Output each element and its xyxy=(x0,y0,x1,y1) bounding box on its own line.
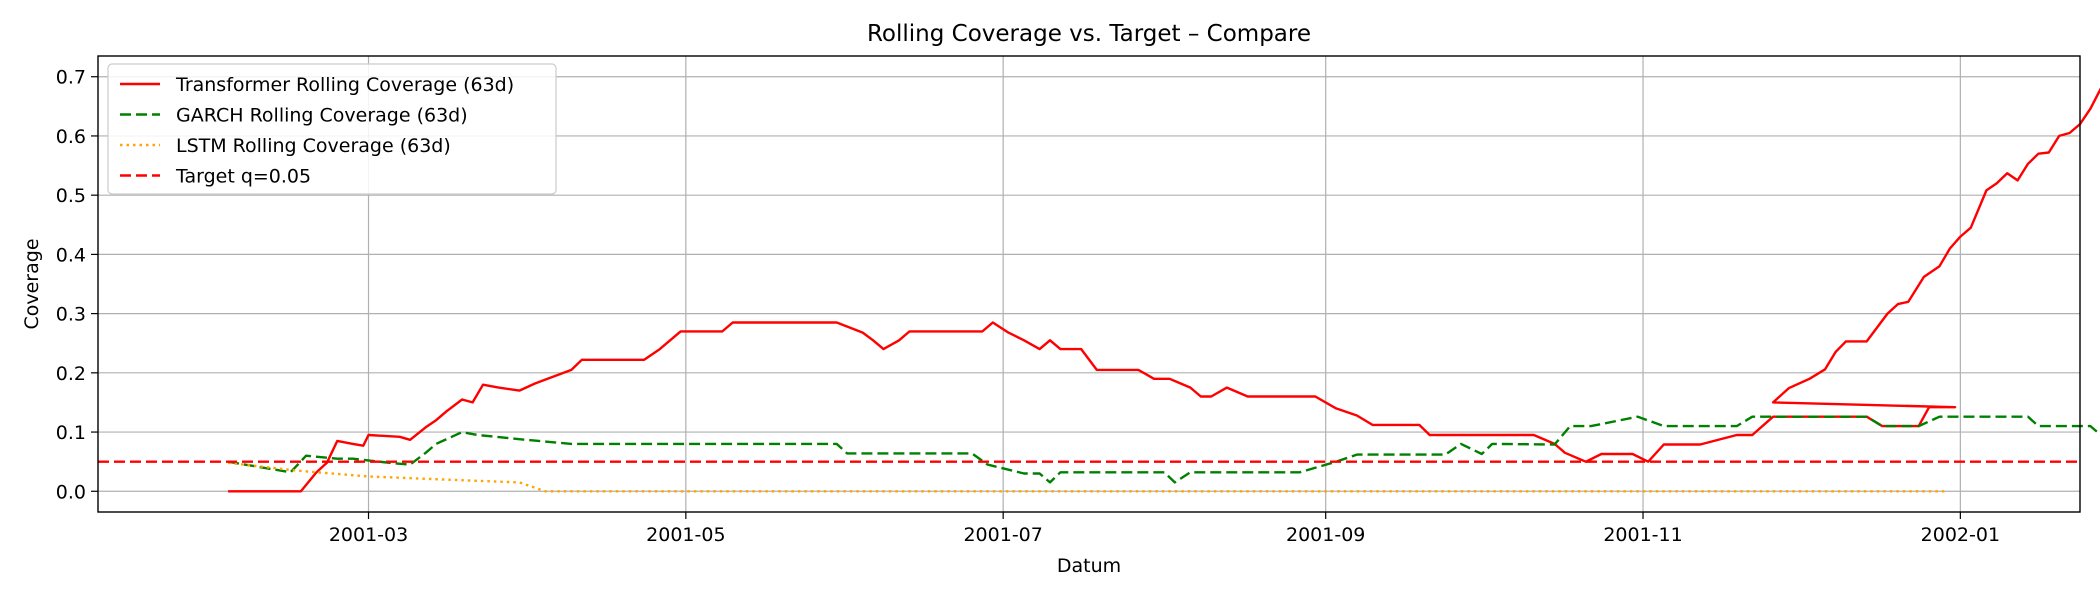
x-tick-label: 2002-01 xyxy=(1921,524,2000,546)
x-tick-label: 2001-05 xyxy=(646,524,725,546)
plot-frame xyxy=(97,55,2081,513)
legend-label: LSTM Rolling Coverage (63d) xyxy=(176,135,451,157)
series-layer xyxy=(98,87,2100,493)
y-tick-label: 0.3 xyxy=(56,304,86,326)
x-axis-label: Datum xyxy=(1057,555,1121,577)
x-tick-label: 2001-09 xyxy=(1286,524,1365,546)
y-tick-label: 0.6 xyxy=(56,126,86,148)
chart-title: Rolling Coverage vs. Target – Compare xyxy=(867,21,1311,47)
series-line-0 xyxy=(228,87,2100,493)
y-tick-label: 0.0 xyxy=(56,481,86,503)
legend-label: GARCH Rolling Coverage (63d) xyxy=(176,105,468,127)
x-tick-label: 2001-03 xyxy=(329,524,408,546)
y-tick-label: 0.1 xyxy=(56,422,86,444)
y-tick-label: 0.7 xyxy=(56,67,86,89)
y-tick-label: 0.4 xyxy=(56,244,86,266)
legend-label: Transformer Rolling Coverage (63d) xyxy=(175,74,514,96)
legend-box xyxy=(107,63,557,195)
x-tick-label: 2001-11 xyxy=(1603,524,1682,546)
legend: Transformer Rolling Coverage (63d) GARCH … xyxy=(107,63,557,195)
grid-layer xyxy=(98,56,2080,512)
x-tick-label: 2001-07 xyxy=(963,524,1042,546)
series-line-1 xyxy=(227,415,2100,484)
tick-layer: 2001-03 2001-05 2001-07 2001-09 2001-11 2002-… xyxy=(56,67,2000,546)
y-tick-label: 0.5 xyxy=(56,185,86,207)
y-axis-label: Coverage xyxy=(21,238,43,329)
y-tick-label: 0.2 xyxy=(56,363,86,385)
legend-label: Target q=0.05 xyxy=(175,166,311,188)
series-line-2 xyxy=(227,461,1945,493)
